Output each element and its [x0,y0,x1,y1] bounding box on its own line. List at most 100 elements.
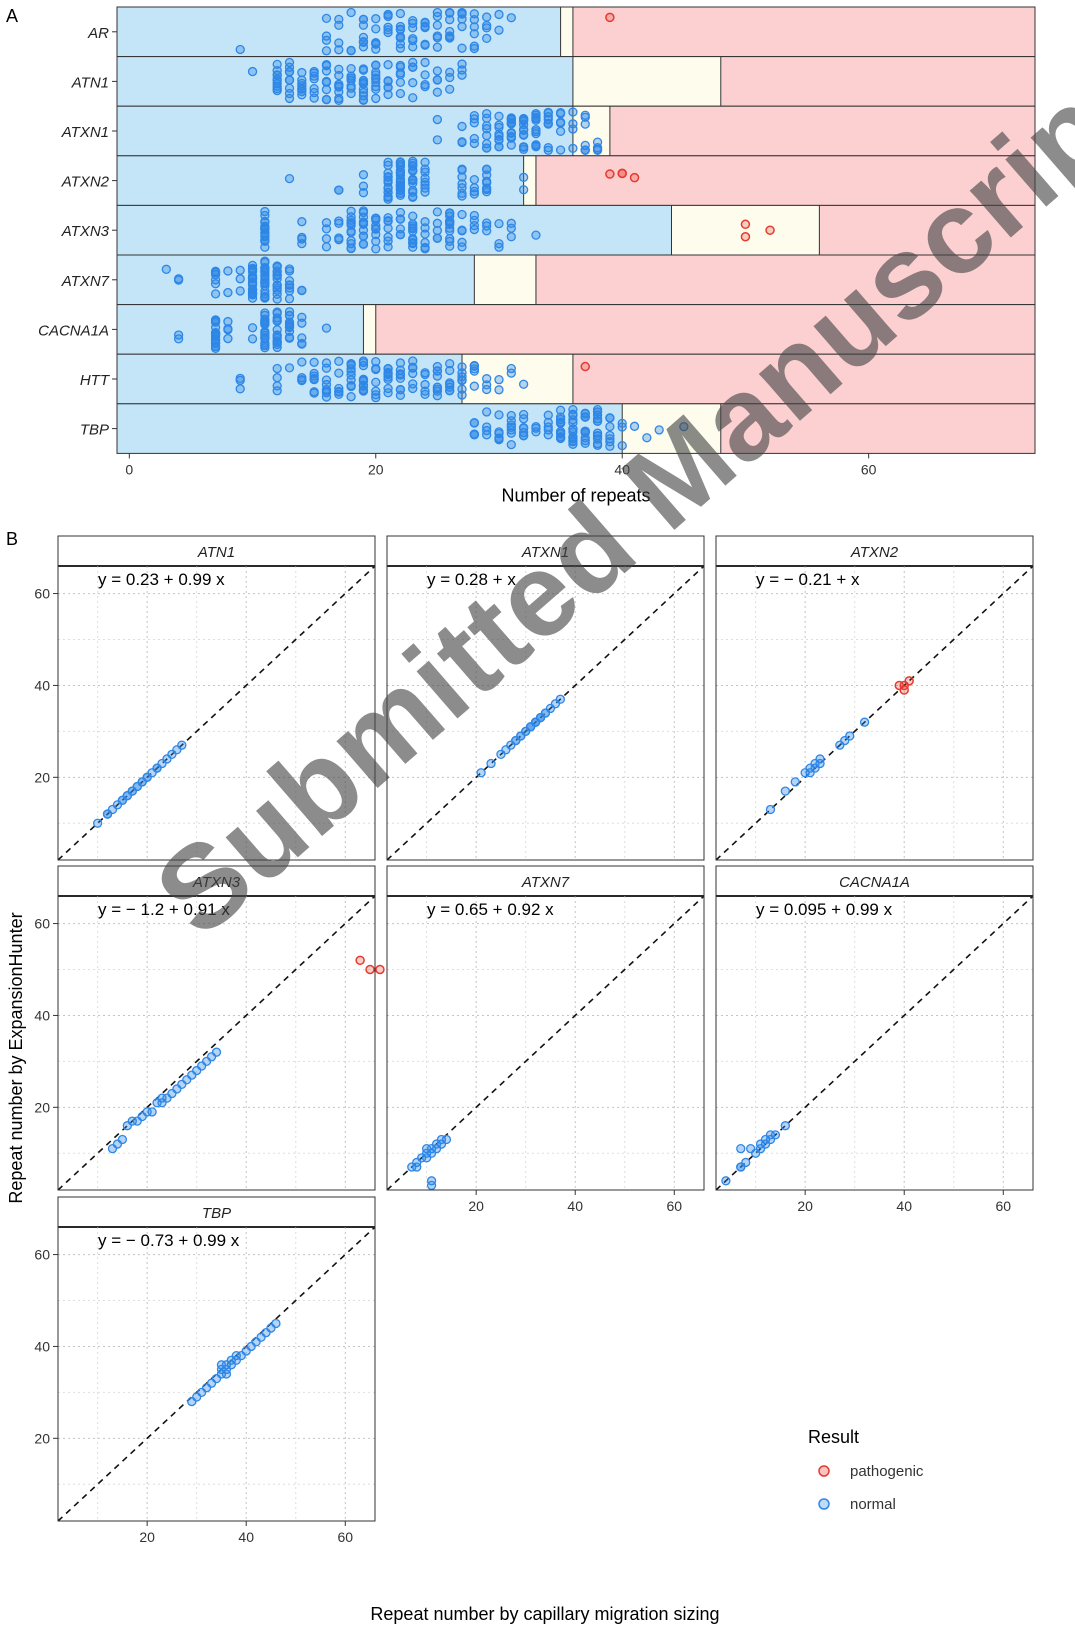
normal-point [531,230,541,240]
pathogenic-point [365,964,375,975]
normal-point [223,287,233,298]
normal-point [845,731,855,741]
normal-point [506,140,516,150]
facet-title: ATXN3 [192,874,241,891]
normal-point [334,45,344,55]
normal-point [408,237,418,248]
facet-strip [57,865,376,897]
normal-point [297,318,307,328]
normal-point [395,370,406,380]
normal-point [284,283,295,293]
normal-point [457,188,467,199]
normal-point [432,391,443,401]
normal-point [580,409,590,419]
facet-panel: CACNA1A y = 0.095 + 0.99 x 20 40 60 [715,865,1034,1214]
normal-point [445,216,455,226]
normal-point [284,173,295,184]
normal-point [457,209,467,220]
normal-point [555,694,566,704]
normal-point [420,187,430,197]
normal-point [297,375,307,386]
pathogenic-range-zone [375,304,1035,355]
normal-point [518,144,529,154]
normal-point [482,121,492,131]
normal-point [494,131,504,141]
legend-title: Result [808,1427,859,1447]
normal-point [383,22,393,32]
normal-point [383,82,393,93]
normal-point [469,210,479,221]
facet-frame [57,1226,376,1522]
normal-point [445,31,455,41]
pathogenic-point [605,169,615,179]
normal-point [210,267,221,278]
normal-point [358,181,369,191]
normal-point [605,437,615,447]
normal-point [346,63,356,74]
normal-point [408,235,418,245]
normal-point [770,1130,781,1140]
normal-point [383,60,393,70]
facet-strip [715,535,1034,567]
normal-point [383,213,393,223]
normal-point [531,127,541,137]
normal-point [420,223,430,233]
normal-point [420,80,430,90]
normal-point [531,108,541,119]
pathogenic-range-zone [572,354,1035,404]
normal-point [395,214,406,224]
normal-point [371,236,381,246]
normal-point [506,368,516,378]
facet-title: ATN1 [197,544,235,561]
normal-point [420,368,430,378]
normal-point [457,164,467,174]
normal-point [445,236,455,246]
facet-panel: TBP y = − 0.73 + 0.99 x 20 40 60 20 40 60 [34,1196,376,1545]
normal-point [518,414,529,424]
normal-point [518,172,529,182]
normal-point [235,265,245,275]
y-tick-label: 20 [34,1430,50,1446]
normal-point [346,360,356,370]
facet-panel: ATXN1 y = 0.28 + x [386,535,705,861]
normal-point [432,33,443,43]
normal-point [173,275,184,285]
normal-point [247,285,258,295]
facet-frame [57,895,376,1191]
normal-point [321,375,332,385]
y-tick-label: 20 [34,1099,50,1115]
normal-point [469,43,479,54]
normal-point [334,20,344,30]
normal-point [260,308,270,318]
normal-point [580,112,590,122]
pathogenic-point [375,964,385,975]
normal-point [309,83,319,94]
normal-point [780,1121,790,1131]
normal-point [395,69,406,80]
normal-point [420,40,430,50]
normal-point [321,242,332,252]
normal-point [568,410,578,421]
normal-point [531,427,541,437]
normal-point [92,818,103,828]
normal-point [654,425,664,435]
normal-point [321,384,332,395]
normal-point [457,372,467,382]
normal-point [395,8,406,19]
normal-point [297,232,307,243]
normal-point [321,323,332,333]
normal-point [247,266,258,277]
normal-point [346,7,356,18]
normal-point [420,217,430,227]
facet-frame [715,565,1034,861]
normal-point [482,124,492,134]
normal-point [383,172,393,182]
normal-point [395,157,406,168]
normal-point [321,94,332,105]
normal-point [297,217,307,227]
normal-point [494,385,504,395]
intermediate-range-zone [474,255,536,305]
y-tick-label: 60 [34,1247,50,1263]
normal-point [334,38,344,48]
